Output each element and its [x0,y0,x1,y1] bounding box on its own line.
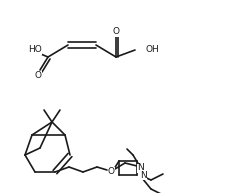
Text: O: O [107,167,114,175]
Text: OH: OH [145,46,159,54]
Text: HO: HO [28,46,42,54]
Text: O: O [113,27,120,36]
Text: O: O [35,70,42,80]
Text: N: N [137,163,143,173]
Text: N: N [140,170,147,179]
